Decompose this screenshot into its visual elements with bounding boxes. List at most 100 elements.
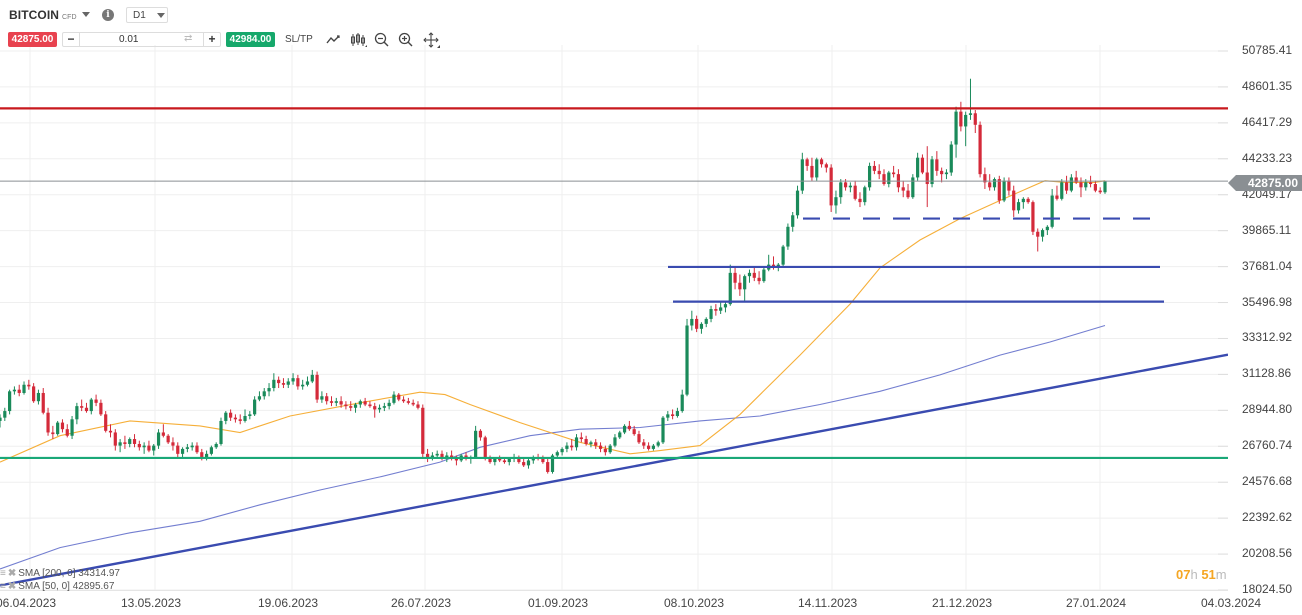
candle-body [675,411,680,417]
candle-body [603,448,607,453]
candle-body [608,445,612,453]
candle-body [315,374,319,400]
candle-body [598,445,603,449]
candle-body [752,272,756,278]
candle-body [709,309,713,319]
candle-body [560,448,564,453]
date-tick-label: 08.10.2023 [664,596,725,610]
price-tick-label: 33312.92 [1242,330,1293,345]
remove-indicator-icon[interactable]: ✖ [7,568,17,579]
candle-body [901,187,905,191]
candle-body [65,429,69,436]
info-icon[interactable]: i [102,9,114,21]
increase-volume-button[interactable]: + [203,33,220,46]
decrease-volume-button[interactable]: − [63,33,80,46]
price-tick-label: 24576.68 [1242,474,1293,489]
date-tick-label: 19.06.2023 [258,596,319,610]
price-tick-label: 37681.04 [1242,258,1293,273]
menu-icon[interactable]: ≡ [0,581,6,592]
sell-button[interactable]: 42875.00 [8,32,57,47]
candle-body [666,414,670,418]
candle-body [483,437,487,459]
candle-body [1055,195,1059,199]
candle-body [1064,182,1069,191]
candle-body [728,272,732,305]
candle-body [920,157,925,173]
remove-indicator-icon[interactable]: ✖ [7,581,17,592]
candle-body [877,170,881,175]
candle-body [1098,190,1102,193]
volume-stepper[interactable]: − 0.01 ⇄ + [62,32,221,47]
candle-body [853,185,857,199]
trendline [0,353,1228,587]
swap-icon[interactable]: ⇄ [184,33,193,44]
symbol-selector[interactable]: BITCOIN CFD [9,8,77,22]
candle-body [329,401,334,403]
candle-body [892,172,896,175]
candle-body [488,458,492,463]
candle-body [27,384,31,387]
price-tick-label: 18024.50 [1242,582,1293,596]
candle-body [99,402,103,415]
zoom-out-icon[interactable] [373,31,391,49]
candle-body [113,432,117,446]
price-chart[interactable] [0,0,1228,615]
candle-body [253,399,257,415]
date-tick-label: 04.03.2024 [1201,596,1262,610]
candle-body [800,159,804,191]
candle-body [1069,177,1073,191]
volume-input[interactable]: 0.01 [119,34,139,45]
sltp-button[interactable]: SL/TP [285,34,313,45]
candle-body [137,443,141,448]
timeframe-select[interactable]: D1 [126,7,168,23]
candle-body [363,401,367,405]
candle-body [723,304,728,308]
candle-body [358,401,362,405]
zoom-in-icon[interactable] [397,31,415,49]
sma50-legend[interactable]: ≡ ✖ SMA [50, 0] 42895.67 [0,581,114,592]
candle-body [416,404,420,408]
buy-button[interactable]: 42984.00 [226,32,275,47]
candle-body [944,172,949,175]
price-axis[interactable]: 50785.41 48601.35 46417.29 44233.23 42049.17… [1228,0,1302,615]
candle-body [916,157,920,178]
symbol-dropdown-chevron-down-icon[interactable] [82,12,90,17]
candle-body [3,411,7,418]
candle-body [224,412,228,421]
candle-body [56,422,60,435]
candle-body [339,401,343,405]
candle-body [219,420,223,444]
candle-body [8,391,12,412]
candle-body [166,435,170,443]
candle-body [565,445,569,449]
candle-body [104,414,108,431]
line-chart-icon[interactable] [325,31,343,49]
candle-body [988,182,992,188]
crosshair-move-icon[interactable] [422,31,440,49]
price-tick-label: 20208.56 [1242,546,1293,561]
date-tick-label: 13.05.2023 [121,596,182,610]
candle-body [925,172,929,185]
candle-body [180,448,185,454]
candle-body [795,190,800,216]
date-tick-label: 01.09.2023 [528,596,589,610]
candle-body [474,430,478,458]
candle-body [0,417,2,421]
candle-body [719,307,723,311]
candle-body [305,381,310,385]
menu-icon[interactable]: ≡ [0,568,6,579]
candle-body [733,272,737,283]
candle-body [12,389,17,392]
price-tick-label: 50785.41 [1242,43,1293,57]
sma200-legend[interactable]: ≡ ✖ SMA [200, 0] 34314.97 [0,568,120,579]
candle-body [872,165,876,171]
chevron-down-icon [157,13,165,18]
candle-body [325,396,329,402]
candle-body [747,272,752,277]
price-tick-label: 22392.62 [1242,510,1293,525]
candles-icon[interactable] [350,31,368,49]
sma200-legend-text: SMA [200, 0] 34314.97 [18,568,120,579]
candle-body [1084,182,1088,188]
candle-body [791,215,795,227]
date-tick-label: 06.04.2023 [0,596,57,610]
